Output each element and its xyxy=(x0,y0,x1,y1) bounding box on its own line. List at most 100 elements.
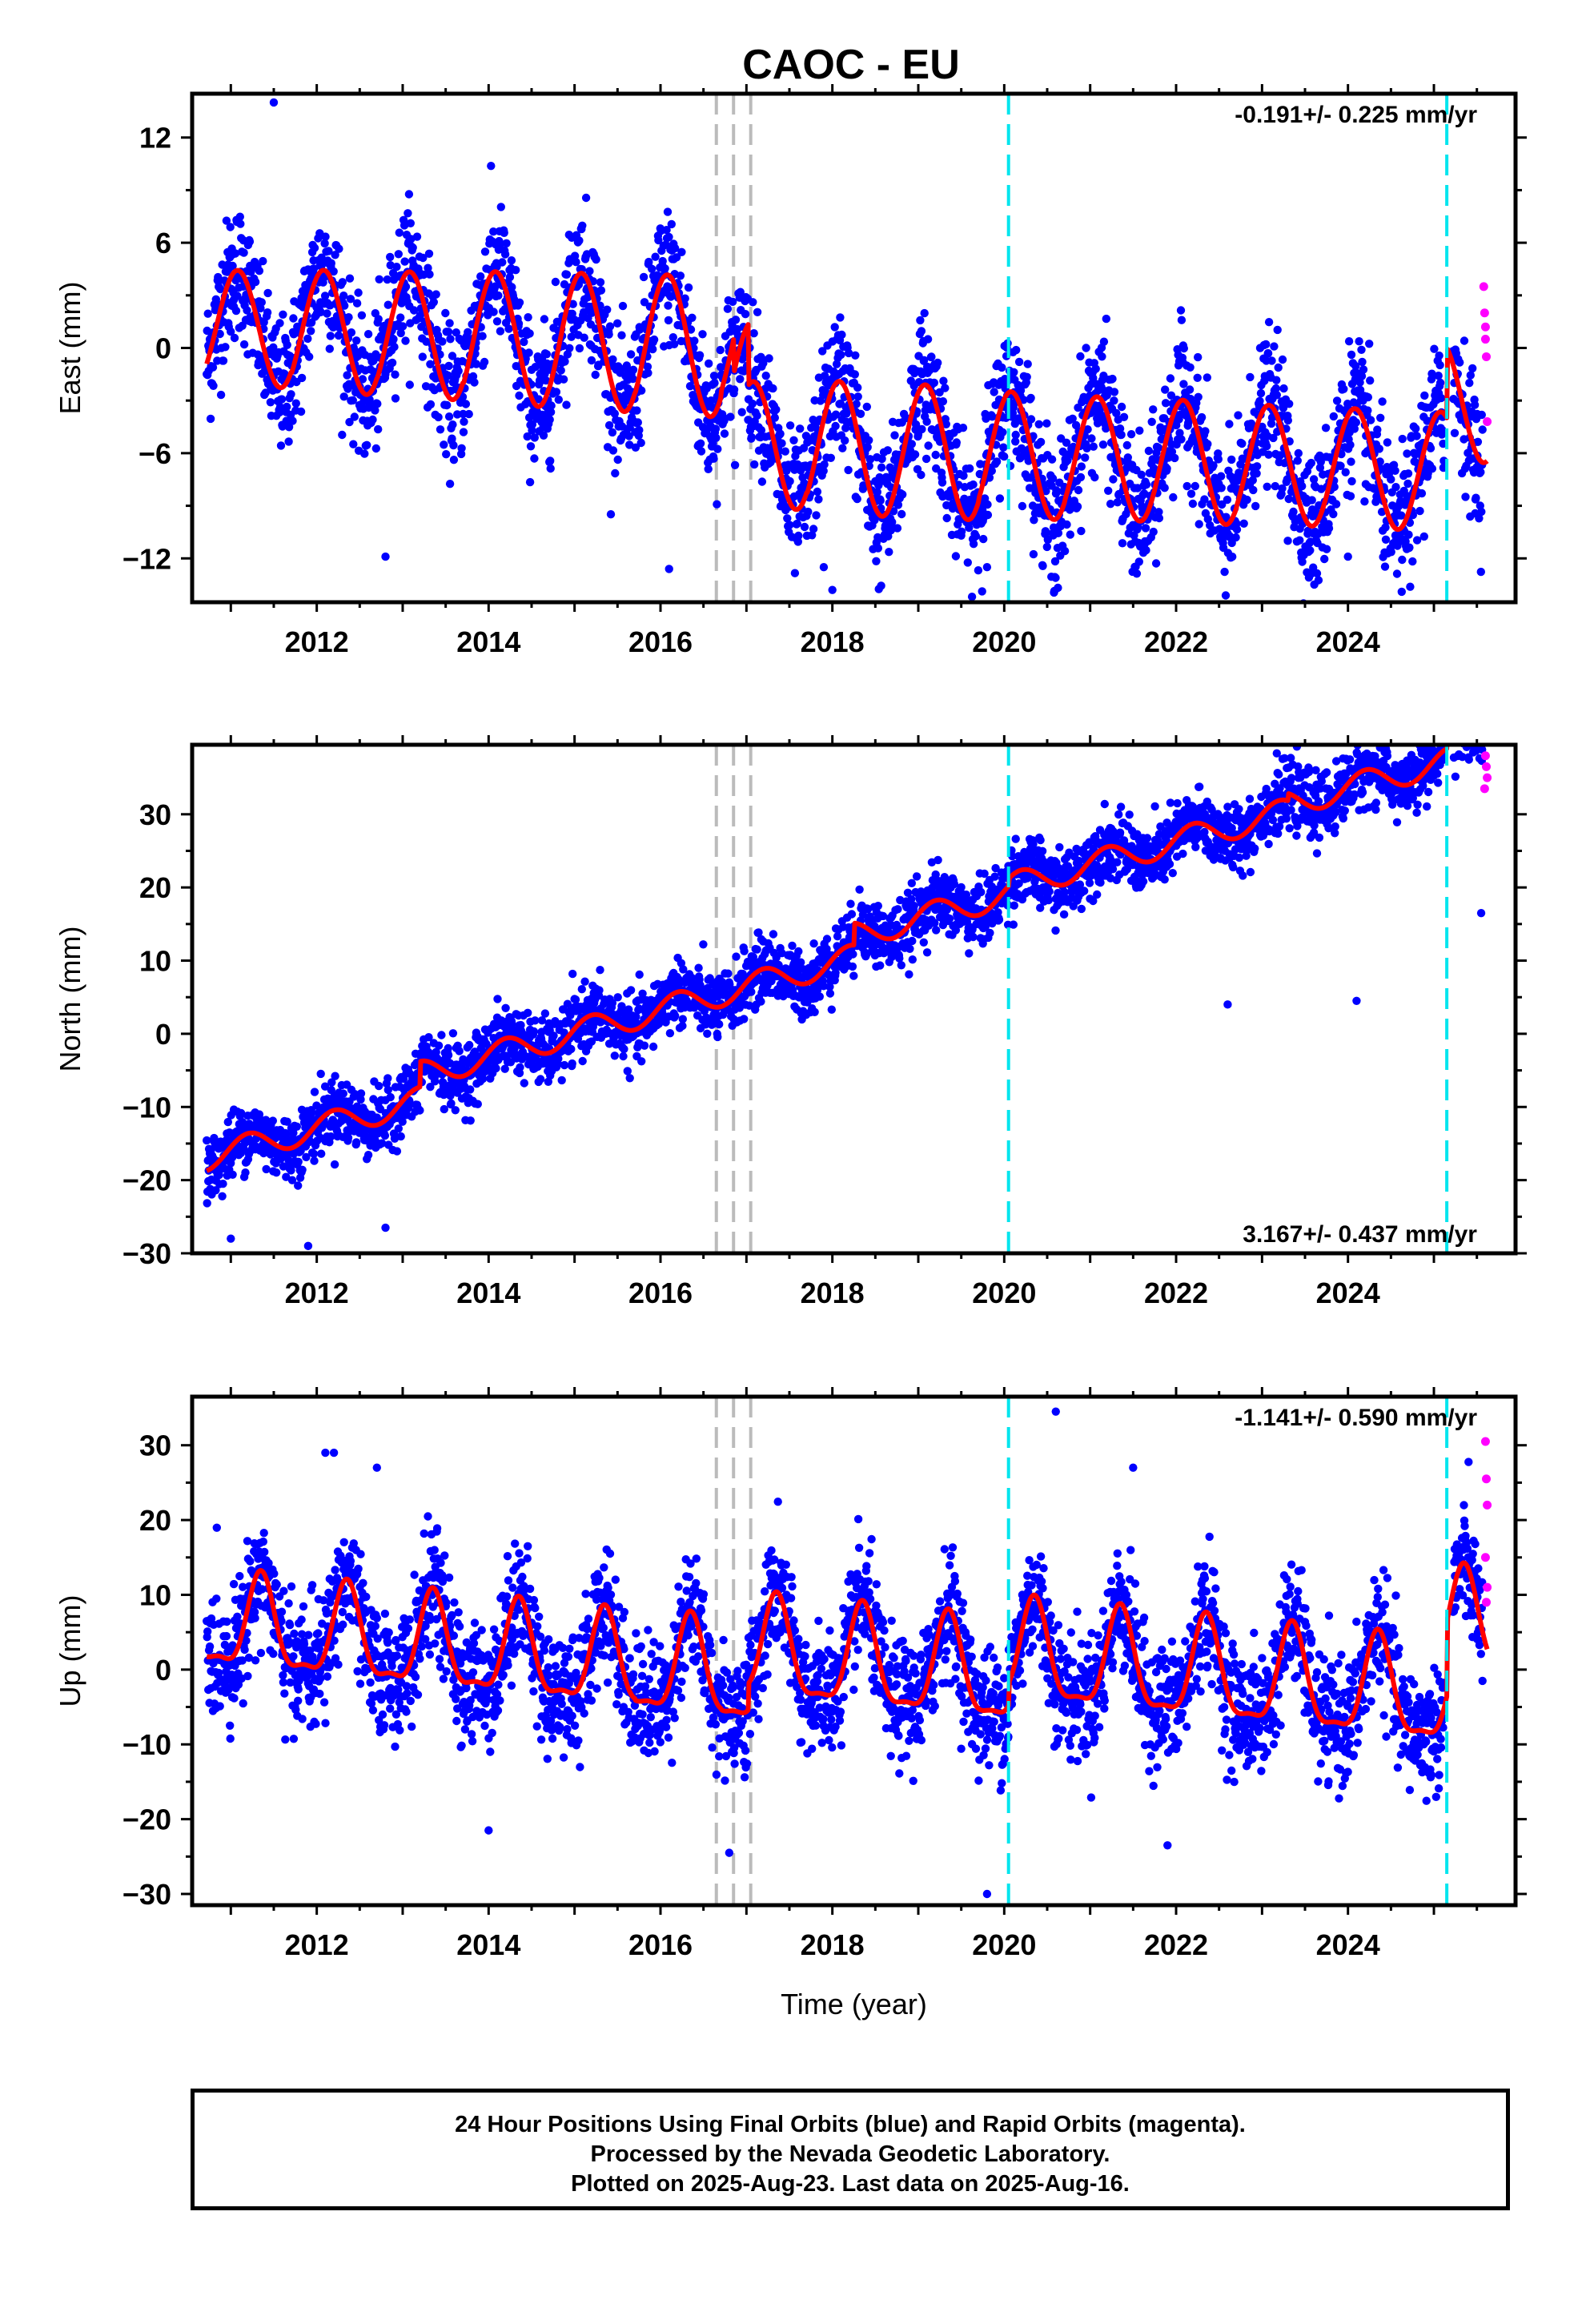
data-point xyxy=(371,444,380,453)
data-point xyxy=(1355,337,1363,346)
data-point xyxy=(1089,373,1098,383)
data-point xyxy=(354,288,363,297)
data-point xyxy=(873,544,883,553)
data-point xyxy=(540,1009,550,1018)
data-point xyxy=(396,313,405,322)
data-point xyxy=(587,356,596,365)
data-point xyxy=(684,283,693,292)
data-point xyxy=(942,513,951,523)
data-point xyxy=(1029,549,1038,559)
data-point xyxy=(554,395,563,404)
data-point xyxy=(1398,434,1407,444)
data-point xyxy=(1397,511,1406,520)
data-point xyxy=(312,1101,321,1110)
data-point xyxy=(500,250,510,259)
data-point xyxy=(596,966,604,975)
data-point xyxy=(237,1108,246,1118)
data-point xyxy=(883,446,893,455)
data-point xyxy=(1203,373,1212,382)
data-point xyxy=(1142,545,1150,555)
data-point xyxy=(348,396,357,405)
data-point xyxy=(324,247,333,255)
data-point xyxy=(578,1056,587,1066)
data-point xyxy=(338,430,347,440)
data-point xyxy=(525,329,534,338)
data-point xyxy=(1099,337,1109,346)
data-point xyxy=(1375,457,1384,466)
data-point xyxy=(461,400,471,408)
data-point xyxy=(444,361,453,371)
data-point xyxy=(1355,378,1364,387)
data-point xyxy=(326,332,335,340)
data-point xyxy=(452,328,460,337)
data-point xyxy=(275,403,285,412)
data-point xyxy=(1391,466,1399,475)
data-point xyxy=(401,336,410,345)
data-point xyxy=(346,295,355,304)
rapid-point xyxy=(1479,282,1488,292)
data-point xyxy=(753,945,761,954)
data-point xyxy=(757,997,765,1006)
data-point xyxy=(493,995,502,1003)
data-point xyxy=(1214,455,1223,464)
data-point xyxy=(227,327,235,336)
data-point xyxy=(259,256,267,266)
data-point xyxy=(496,240,504,249)
data-point xyxy=(814,495,823,504)
data-point xyxy=(1200,495,1209,504)
data-point xyxy=(1132,569,1142,578)
rapid-point xyxy=(1480,335,1490,344)
data-point xyxy=(1012,345,1021,355)
data-point xyxy=(441,308,450,318)
data-point xyxy=(667,219,676,229)
data-point xyxy=(704,464,713,473)
data-point xyxy=(831,410,841,419)
panels: 2012 2014 2016 2018 2020 2022 20241260−6−12Eas… xyxy=(54,84,1527,2020)
data-point xyxy=(724,969,733,978)
data-point xyxy=(216,390,226,400)
data-point xyxy=(1420,391,1429,400)
data-point xyxy=(310,1088,319,1096)
data-point xyxy=(720,416,729,425)
data-point xyxy=(305,352,314,361)
data-point xyxy=(1347,457,1355,466)
data-point xyxy=(349,440,358,448)
data-point xyxy=(208,363,218,372)
data-point xyxy=(658,256,667,266)
data-point xyxy=(1149,405,1158,414)
data-point xyxy=(992,457,1002,466)
data-point xyxy=(392,1147,402,1156)
data-point xyxy=(715,1019,724,1029)
data-point xyxy=(966,464,974,473)
data-point xyxy=(448,420,457,429)
data-point xyxy=(983,500,992,509)
data-point xyxy=(1262,340,1271,349)
data-point xyxy=(1435,351,1443,360)
data-point xyxy=(1151,559,1161,568)
data-point xyxy=(309,264,319,273)
data-point xyxy=(1073,502,1082,511)
data-point xyxy=(358,375,367,384)
data-point xyxy=(1347,476,1356,486)
data-point xyxy=(444,328,453,336)
data-point xyxy=(1177,435,1186,444)
data-point xyxy=(637,386,646,395)
data-point xyxy=(408,243,417,252)
rapid-orbit-points xyxy=(1479,282,1492,426)
data-point xyxy=(1161,399,1170,408)
data-point xyxy=(661,264,669,273)
data-point xyxy=(215,329,224,339)
data-point xyxy=(560,279,569,289)
data-point xyxy=(233,292,242,300)
data-point xyxy=(309,1149,319,1159)
data-point xyxy=(396,328,405,338)
data-point xyxy=(1283,416,1293,425)
data-point xyxy=(236,219,245,228)
data-point xyxy=(492,317,502,326)
data-point xyxy=(957,527,966,536)
data-point xyxy=(793,537,802,546)
data-point xyxy=(920,308,929,318)
data-point xyxy=(644,368,652,377)
data-point xyxy=(363,330,373,339)
data-point xyxy=(604,420,614,430)
